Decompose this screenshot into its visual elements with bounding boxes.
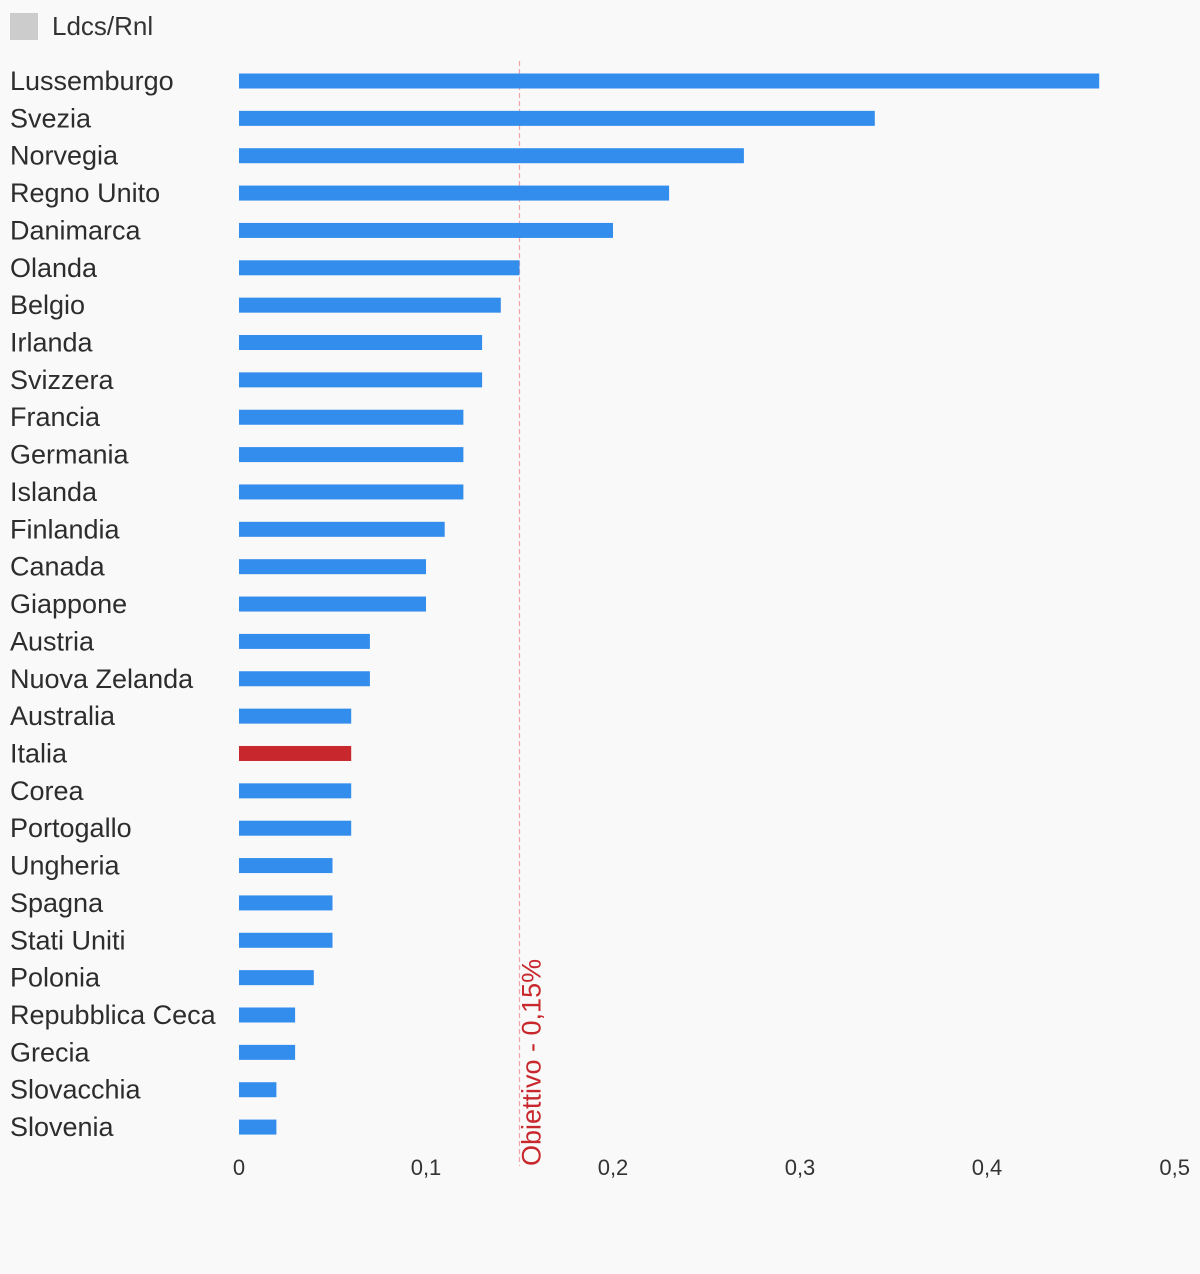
category-label: Slovenia [10,1112,115,1142]
bar-repubblica-ceca [239,1007,296,1023]
x-tick-label: 0 [233,1155,245,1180]
category-label: Ungheria [10,851,121,881]
legend-label: Ldcs/Rnl [52,11,154,41]
bar-slovacchia [239,1082,277,1098]
bar-stati-uniti [239,932,333,948]
bar-irlanda [239,335,483,351]
category-label: Regno Unito [10,178,160,208]
target-group: Obiettivo - 0,15% [517,61,547,1166]
bar-svezia [239,110,875,126]
category-labels: Lussemburgo Svezia Norvegia Regno Unito Dani… [10,66,217,1142]
category-label: Danimarca [10,215,142,245]
bar-olanda [239,260,520,276]
bar-norvegia [239,148,744,164]
category-label: Portogallo [10,813,132,843]
bar-ungheria [239,858,333,874]
category-label: Svezia [10,103,92,133]
bar-regno-unito [239,185,670,201]
bar-islanda [239,484,464,500]
category-label: Belgio [10,290,85,320]
category-label: Italia [10,738,68,768]
target-label: Obiettivo - 0,15% [517,959,547,1166]
x-axis-ticks: 0 0,1 0,2 0,3 0,4 0,5 [233,1155,1190,1180]
bar-corea [239,783,352,799]
bar-austria [239,633,370,649]
x-tick-label: 0,4 [972,1155,1003,1180]
legend-swatch [10,12,38,40]
category-label: Polonia [10,963,101,993]
category-label: Giappone [10,589,127,619]
bar-belgio [239,297,501,313]
bar-italia [239,745,352,761]
category-label: Stati Uniti [10,925,126,955]
bar-giappone [239,596,426,612]
category-label: Lussemburgo [10,66,174,96]
bar-finlandia [239,521,445,537]
category-label: Canada [10,552,106,582]
legend: Ldcs/Rnl [10,10,153,42]
bar-spagna [239,895,333,911]
bar-danimarca [239,222,613,238]
category-label: Australia [10,701,116,731]
category-label: Slovacchia [10,1075,142,1105]
category-label: Norvegia [10,141,119,171]
bar-grecia [239,1044,296,1060]
category-label: Finlandia [10,514,121,544]
x-tick-label: 0,2 [598,1155,629,1180]
bar-australia [239,708,352,724]
category-label: Francia [10,402,101,432]
category-label: Irlanda [10,328,94,358]
category-label: Svizzera [10,365,115,395]
bar-polonia [239,970,314,986]
category-label: Corea [10,776,85,806]
bar-nuova-zelanda [239,671,370,687]
bar-francia [239,409,464,425]
bar-portogallo [239,820,352,836]
category-label: Germania [10,440,130,470]
x-tick-label: 0,1 [411,1155,442,1180]
category-label: Grecia [10,1037,91,1067]
bar-slovenia [239,1119,277,1135]
x-tick-label: 0,3 [785,1155,816,1180]
x-tick-label: 0,5 [1159,1155,1190,1180]
bar-svizzera [239,372,483,388]
category-label: Islanda [10,477,98,507]
category-label: Spagna [10,888,104,918]
bars-group [239,73,1100,1135]
category-label: Olanda [10,253,98,283]
category-label: Nuova Zelanda [10,664,194,694]
bar-lussemburgo [239,73,1100,89]
category-label: Austria [10,626,95,656]
bar-germania [239,447,464,463]
category-label: Repubblica Ceca [10,1000,217,1030]
bar-canada [239,559,426,575]
